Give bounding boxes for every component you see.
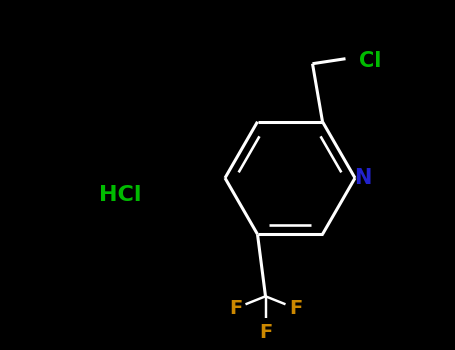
Text: Cl: Cl: [359, 51, 382, 71]
Text: F: F: [229, 299, 242, 318]
Text: HCl: HCl: [99, 185, 141, 205]
Text: N: N: [354, 168, 372, 188]
Text: F: F: [259, 323, 272, 342]
Text: F: F: [289, 299, 302, 318]
